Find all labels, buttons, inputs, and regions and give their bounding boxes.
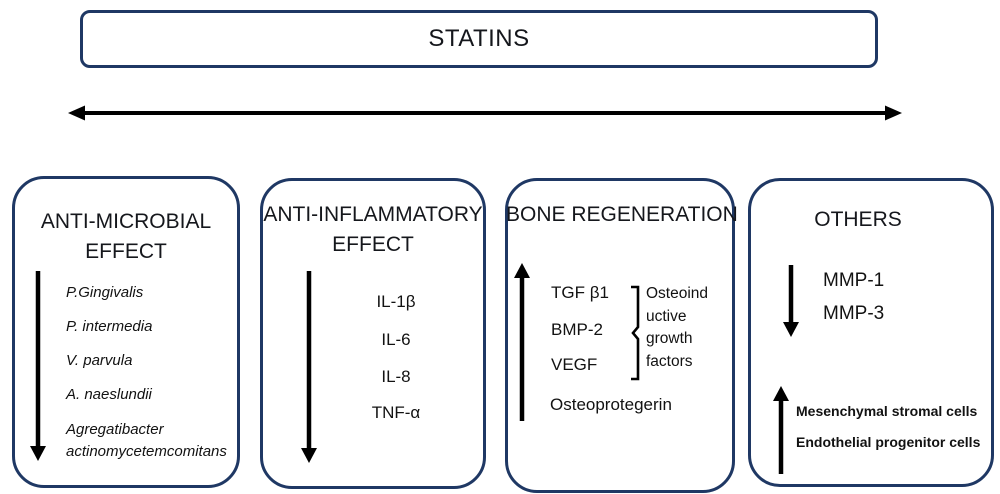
list-item: IL-1β <box>376 292 416 311</box>
list-item: Agregatibacter actinomycetemcomitans <box>66 421 227 460</box>
box-antimicrobial-effect: ANTI-MICROBIAL EFFECT P.Gingivalis P. in… <box>12 176 240 488</box>
bidirectional-arrow-icon <box>68 105 902 121</box>
box-title: ANTI-INFLAMMATORY EFFECT <box>263 200 483 260</box>
box-title-line2: EFFECT <box>332 233 414 256</box>
up-arrow-icon <box>514 263 530 421</box>
list-item: VEGF <box>551 355 598 374</box>
box-others: OTHERS MMP-1 MMP-3 Mesenchymal stromal c… <box>748 178 994 487</box>
box-title: BONE REGENERATION <box>506 203 738 226</box>
statins-box: STATINS <box>80 10 878 68</box>
list-item: Mesenchymal stromal cells <box>796 403 978 419</box>
list-item: TGF β1 <box>551 283 609 302</box>
list-item: MMP-1 <box>823 270 885 291</box>
list-item: A. naeslundii <box>66 386 152 403</box>
box-title: OTHERS <box>814 208 902 231</box>
list-item: TNF-α <box>371 403 421 422</box>
statins-title: STATINS <box>428 25 530 52</box>
box-title-line1: ANTI-MICROBIAL <box>40 210 212 233</box>
box-title-line2: EFFECT <box>85 240 167 263</box>
list-item: P.Gingivalis <box>66 284 144 301</box>
list-item: V. parvula <box>66 352 133 369</box>
grouping-bracket-icon <box>631 285 640 381</box>
up-arrow-icon <box>773 386 789 474</box>
down-arrow-icon <box>783 265 799 337</box>
list-item: Endothelial progenitor cells <box>796 434 981 450</box>
list-item: BMP-2 <box>551 320 603 339</box>
down-arrow-icon <box>301 271 317 463</box>
box-bone-regeneration: BONE REGENERATION TGF β1 BMP-2 VEGF Oste… <box>505 178 738 493</box>
bracket-label: Osteoind uctive growth factors <box>646 285 709 370</box>
list-item: Osteoprotegerin <box>550 395 672 414</box>
list-item: IL-6 <box>381 330 411 349</box>
list-item: IL-8 <box>381 367 411 386</box>
box-title-line1: ANTI-INFLAMMATORY <box>263 203 483 226</box>
box-title: ANTI-MICROBIAL EFFECT <box>15 207 237 267</box>
down-arrow-icon <box>30 271 46 461</box>
list-item: MMP-3 <box>823 303 885 324</box>
box-antiinflammatory-effect: ANTI-INFLAMMATORY EFFECT IL-1β IL-6 IL-8… <box>260 178 486 489</box>
list-item: P. intermedia <box>66 318 153 335</box>
